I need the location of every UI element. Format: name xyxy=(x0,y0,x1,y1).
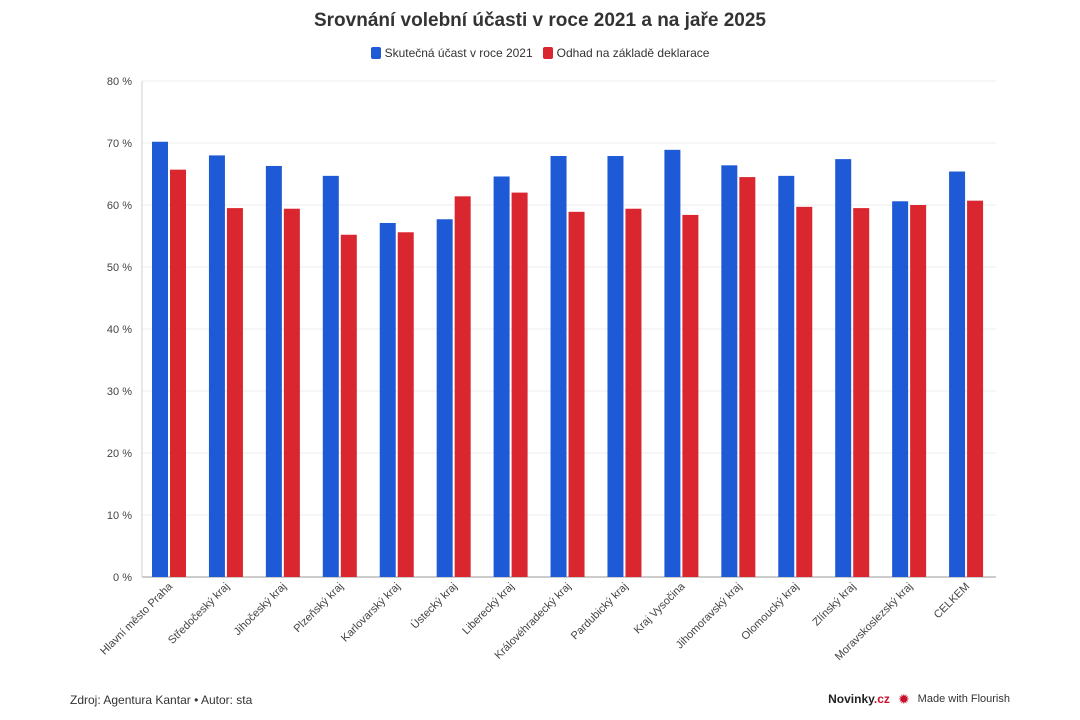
x-tick-label: Ústecký kraj xyxy=(408,580,460,632)
bar-2021[interactable] xyxy=(550,156,567,577)
bar-2021[interactable] xyxy=(835,159,852,577)
legend-item-2021[interactable]: Skutečná účast v roce 2021 xyxy=(370,46,533,60)
bar-2025-estimate[interactable] xyxy=(340,234,357,577)
x-tick-label: Zlínský kraj xyxy=(811,581,859,629)
legend-swatch-2021 xyxy=(370,47,381,59)
bar-2021[interactable] xyxy=(607,156,624,577)
legend-item-2025[interactable]: Odhad na základě deklarace xyxy=(542,46,710,60)
y-tick-label: 70 % xyxy=(107,138,132,150)
bar-2021[interactable] xyxy=(152,141,168,577)
bar-2025-estimate[interactable] xyxy=(397,232,414,577)
bar-2025-estimate[interactable] xyxy=(967,200,984,577)
x-tick-label: CELKEM xyxy=(932,581,972,621)
bar-2025-estimate[interactable] xyxy=(454,196,471,577)
y-tick-label: 40 % xyxy=(107,324,132,336)
bar-2021[interactable] xyxy=(379,222,396,578)
y-tick-label: 50 % xyxy=(107,262,132,274)
bar-2025-estimate[interactable] xyxy=(739,177,756,577)
bar-2025-estimate[interactable] xyxy=(226,208,243,577)
y-tick-label: 60 % xyxy=(107,200,132,212)
legend-label-2025: Odhad na základě deklarace xyxy=(556,46,710,60)
chart-title: Srovnání volební účasti v roce 2021 a na… xyxy=(313,10,766,31)
x-tick-label: Středočeský kraj xyxy=(166,581,232,647)
bar-2021[interactable] xyxy=(322,175,339,578)
bar-2025-estimate[interactable] xyxy=(682,214,699,578)
y-tick-label: 10 % xyxy=(107,510,132,522)
bar-2025-estimate[interactable] xyxy=(910,205,927,577)
x-tick-label: Kraj Vysočina xyxy=(632,580,688,636)
source-note: Zdroj: Agentura Kantar • Autor: sta xyxy=(70,693,253,707)
bar-2021[interactable] xyxy=(436,219,453,577)
x-tick-label: Liberecký kraj xyxy=(460,581,516,637)
bar-2021[interactable] xyxy=(721,165,738,577)
y-tick-label: 80 % xyxy=(107,76,132,88)
bar-2021[interactable] xyxy=(265,165,282,577)
x-tick-label: Pardubický kraj xyxy=(569,581,631,643)
x-tick-label: Plzeňský kraj xyxy=(292,581,346,635)
x-tick-label: Jihočeský kraj xyxy=(232,581,289,638)
made-with-flourish[interactable]: Made with Flourish xyxy=(917,693,1010,705)
novinky-logo[interactable]: Novinky.cz xyxy=(828,692,890,706)
flourish-icon: ✹ xyxy=(897,691,910,707)
bar-2025-estimate[interactable] xyxy=(511,192,528,577)
y-tick-label: 20 % xyxy=(107,448,132,460)
bar-2021[interactable] xyxy=(664,149,681,577)
bar-2021[interactable] xyxy=(778,175,795,578)
bar-2021[interactable] xyxy=(892,201,909,577)
legend-swatch-2025 xyxy=(542,47,553,59)
y-tick-label: 0 % xyxy=(113,572,132,584)
bar-2025-estimate[interactable] xyxy=(283,208,300,577)
bar-2021[interactable] xyxy=(493,176,510,578)
x-tick-label: Karlovarský kraj xyxy=(339,581,403,645)
x-tick-label: Hlavní město Praha xyxy=(98,580,175,657)
bar-2025-estimate[interactable] xyxy=(568,211,585,577)
bar-2025-estimate[interactable] xyxy=(853,208,870,577)
bar-2025-estimate[interactable] xyxy=(625,208,642,577)
bar-2025-estimate[interactable] xyxy=(796,206,813,578)
x-tick-label: Olomoucký kraj xyxy=(739,581,801,643)
bar-2021[interactable] xyxy=(949,171,966,577)
bar-2021[interactable] xyxy=(208,155,225,577)
y-tick-label: 30 % xyxy=(107,386,132,398)
footer-brand: Novinky.cz ✹ Made with Flourish xyxy=(828,692,1010,706)
legend-label-2021: Skutečná účast v roce 2021 xyxy=(384,46,533,60)
legend: Skutečná účast v roce 2021 Odhad na zákl… xyxy=(0,46,1080,60)
bar-2025-estimate[interactable] xyxy=(170,169,186,577)
brand-logo-text: Novinky xyxy=(828,692,874,706)
brand-logo-suffix: .cz xyxy=(873,692,890,706)
